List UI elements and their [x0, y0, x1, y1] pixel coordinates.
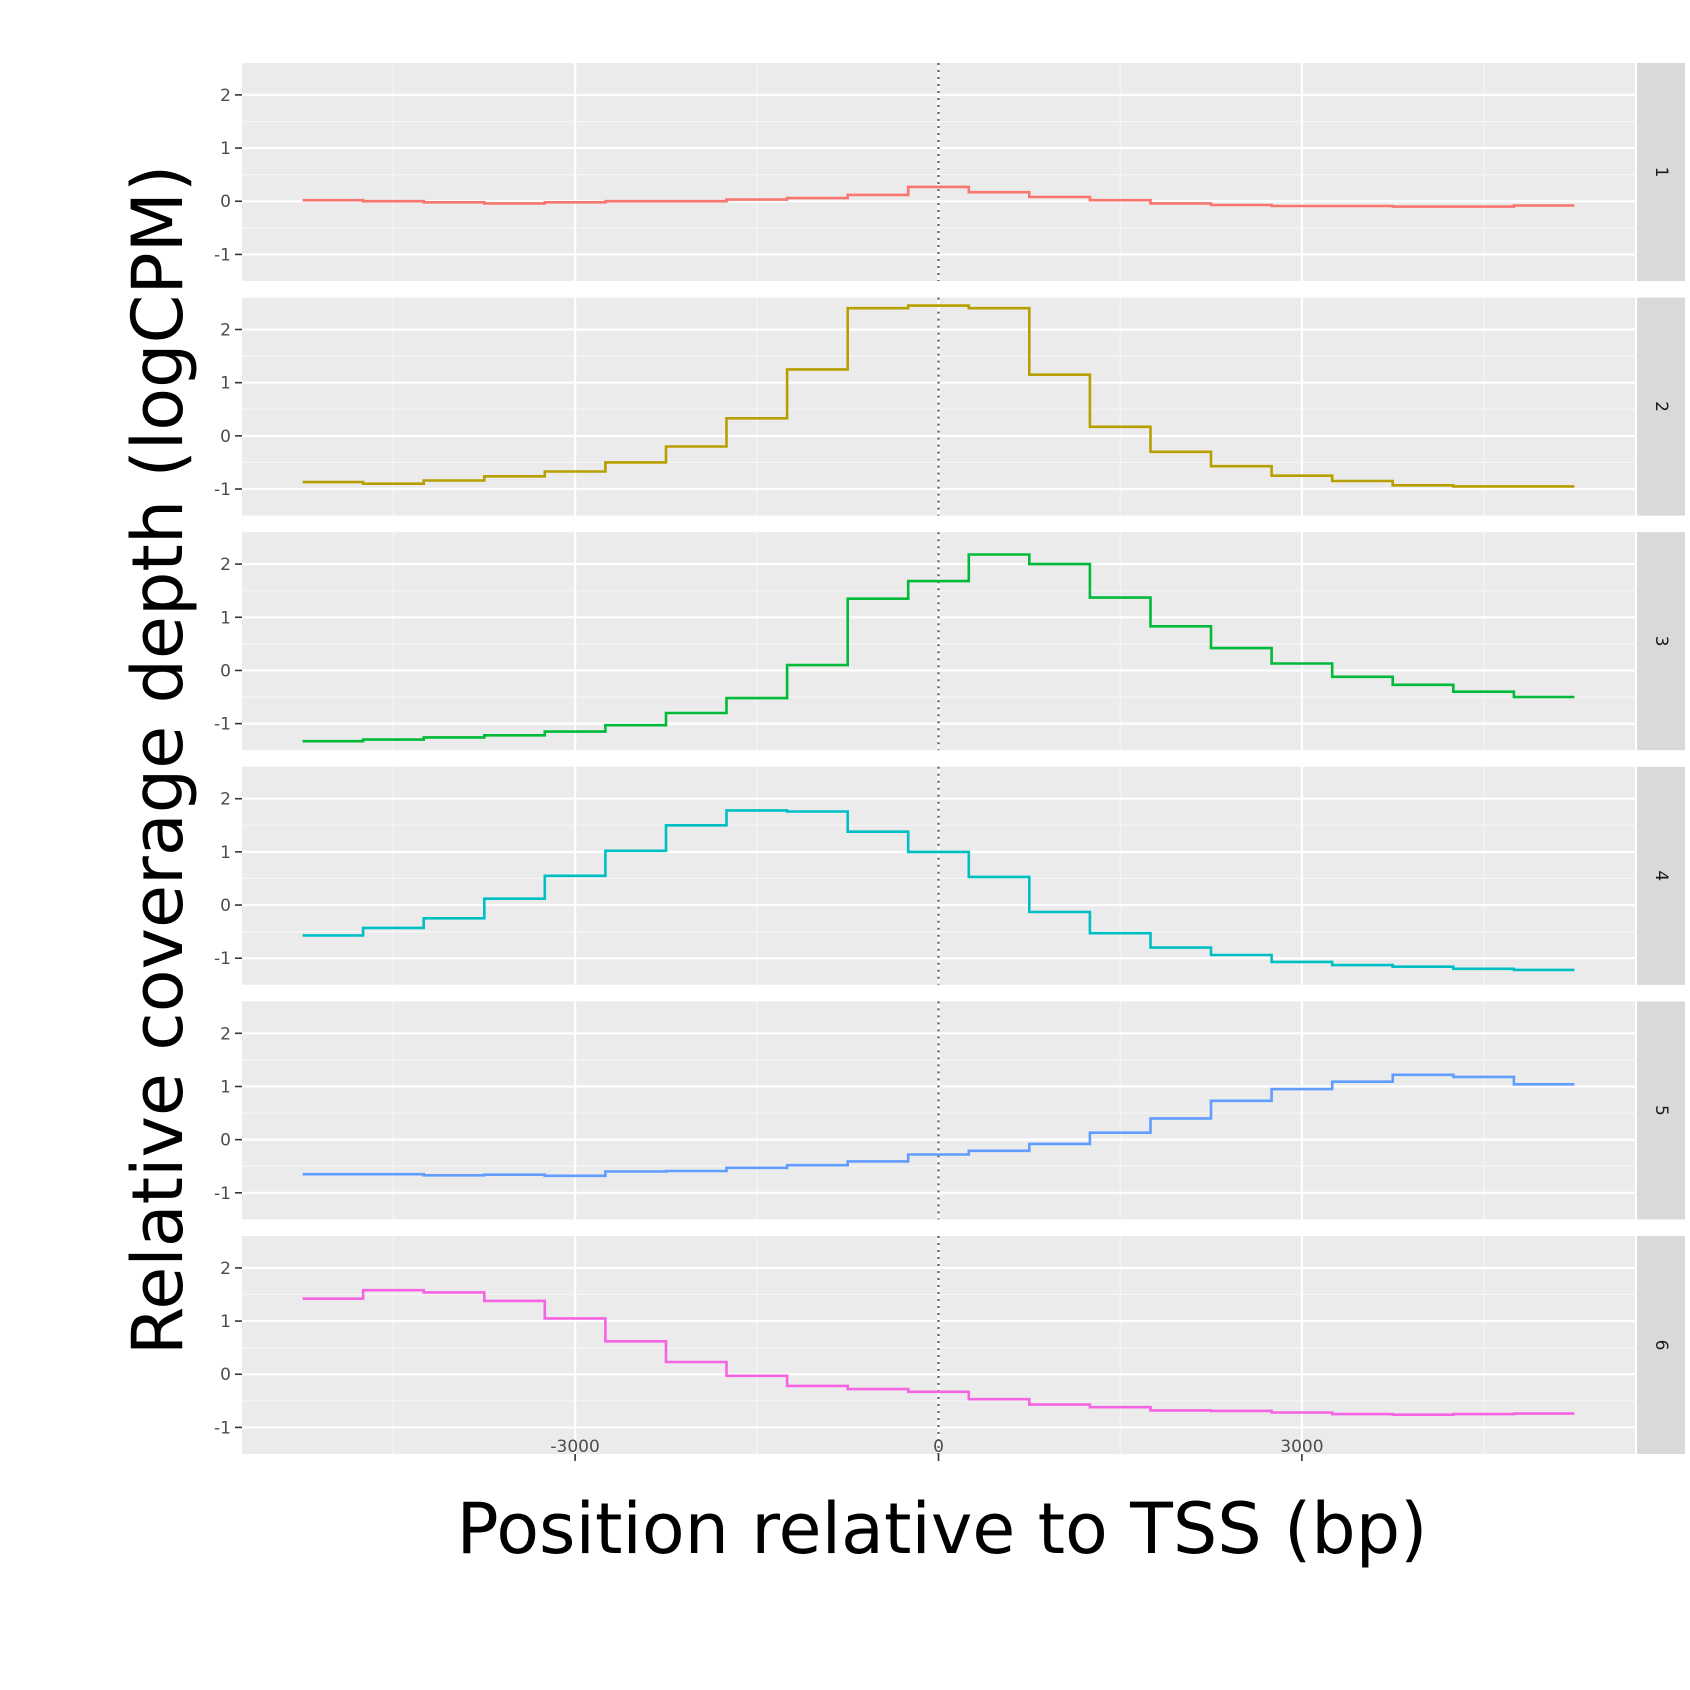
series-line-3 — [302, 553, 1575, 743]
y-tick-label: 0 — [220, 1131, 231, 1151]
y-tick-label: 2 — [220, 321, 231, 341]
y-tick-label: 2 — [220, 555, 231, 575]
facet-strip — [1637, 1236, 1685, 1454]
y-tick-label: -1 — [214, 1184, 231, 1204]
x-axis-title: Position relative to TSS (bp) — [457, 1488, 1428, 1570]
facet-panel-2: -1 0 1 2 2 — [214, 297, 1685, 516]
facet-strip — [1637, 766, 1685, 985]
facet-strip-label: 3 — [1651, 636, 1671, 647]
facet-strip-label: 6 — [1651, 1340, 1671, 1351]
y-tick-label: 0 — [220, 1365, 231, 1385]
series-line-5 — [302, 1073, 1575, 1178]
facet-panel-1: -1 0 1 2 1 — [214, 63, 1685, 281]
facet-strip-label: 1 — [1651, 167, 1671, 178]
series-line-1 — [302, 185, 1575, 208]
y-tick-label: 1 — [220, 843, 231, 863]
facet-strip — [1637, 297, 1685, 516]
y-tick-label: 1 — [220, 1077, 231, 1097]
facet-strip-label: 2 — [1651, 401, 1671, 412]
y-tick-label: 1 — [220, 608, 231, 628]
facet-strip — [1637, 1001, 1685, 1220]
y-tick-label: -1 — [214, 480, 231, 500]
y-tick-label: 0 — [220, 896, 231, 916]
x-tick-label: 0 — [933, 1437, 944, 1457]
y-tick-label: 1 — [220, 139, 231, 159]
y-tick-label: 1 — [220, 374, 231, 394]
x-tick-label: -3000 — [550, 1437, 599, 1457]
facet-panel-6: -1 0 1 2 6 — [214, 1236, 1685, 1454]
y-axis-title: Relative coverage depth (logCPM) — [117, 165, 199, 1356]
facet-strip-label: 5 — [1651, 1105, 1671, 1116]
y-tick-label: 1 — [220, 1312, 231, 1332]
y-tick-label: -1 — [214, 949, 231, 969]
y-tick-label: 2 — [220, 1024, 231, 1044]
x-axis: -3000 0 3000 — [550, 1437, 1324, 1461]
x-tick-label: 3000 — [1280, 1437, 1323, 1457]
facet-strip-label: 4 — [1651, 870, 1671, 881]
series-line-4 — [302, 809, 1575, 972]
facet-strip — [1637, 63, 1685, 281]
facet-strip — [1637, 532, 1685, 751]
y-tick-label: 2 — [220, 86, 231, 106]
y-tick-label: 2 — [220, 790, 231, 810]
y-tick-label: 0 — [220, 661, 231, 681]
y-tick-label: -1 — [214, 715, 231, 735]
series-line-6 — [302, 1288, 1575, 1416]
facet-panel-5: -1 0 1 2 5 — [214, 1001, 1685, 1220]
y-tick-label: -1 — [214, 245, 231, 265]
y-tick-label: 0 — [220, 192, 231, 212]
series-line-2 — [302, 304, 1575, 488]
facet-panels: -1 0 1 2 1 -1 0 1 2 2 -1 0 1 2 3 -1 0 1 2 4 -1 0 1 2 5 -1 0 1 2 6 — [214, 63, 1685, 1454]
y-tick-label: 2 — [220, 1259, 231, 1279]
facet-panel-4: -1 0 1 2 4 — [214, 766, 1685, 985]
facet-panel-3: -1 0 1 2 3 — [214, 532, 1685, 751]
y-tick-label: -1 — [214, 1418, 231, 1438]
y-tick-label: 0 — [220, 427, 231, 447]
